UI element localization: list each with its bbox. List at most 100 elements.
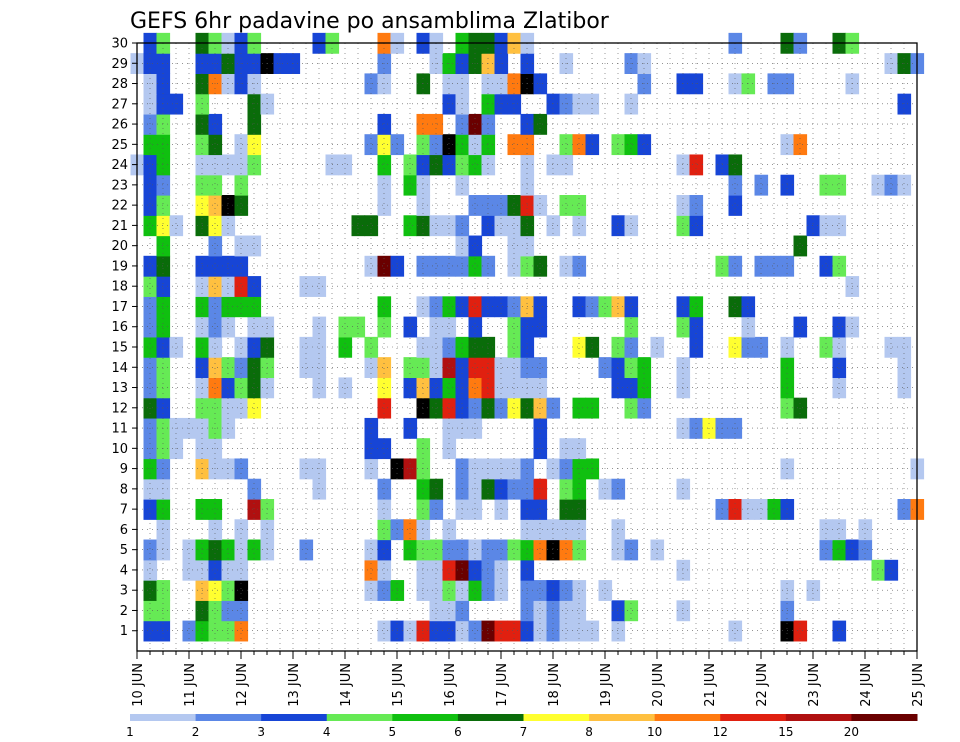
heatmap-cell: [156, 600, 171, 622]
heatmap-cell: [377, 539, 392, 561]
heatmap-cell: [299, 357, 314, 378]
heatmap-cell: [832, 174, 847, 196]
heatmap-cell: [156, 296, 171, 318]
heatmap-cell: [377, 296, 392, 318]
heatmap-cell: [507, 235, 522, 257]
heatmap-cell: [455, 215, 470, 237]
heatmap-cell: [234, 276, 249, 297]
heatmap-cell: [208, 134, 223, 156]
heatmap-cell: [806, 580, 821, 601]
heatmap-cell: [832, 316, 847, 338]
heatmap-cell: [377, 357, 392, 378]
colorbar-label: 12: [713, 725, 728, 739]
heatmap-cell: [520, 154, 535, 176]
heatmap-cell: [468, 154, 483, 176]
heatmap-cell: [520, 620, 535, 642]
heatmap-cell: [221, 154, 236, 176]
y-tick-label: 25: [111, 138, 128, 153]
y-tick-label: 30: [111, 37, 128, 52]
heatmap-cell: [455, 255, 470, 277]
heatmap-cell: [416, 539, 431, 561]
heatmap-cell: [546, 580, 561, 601]
heatmap-cell: [455, 620, 470, 642]
heatmap-cell: [169, 215, 184, 237]
heatmap-cell: [442, 600, 457, 622]
heatmap-cell: [156, 478, 171, 500]
heatmap-cell: [546, 620, 561, 642]
heatmap-cell: [416, 296, 431, 318]
heatmap-cell: [143, 113, 158, 135]
heatmap-cell: [429, 255, 444, 277]
heatmap-cell: [429, 316, 444, 338]
heatmap-cell: [416, 195, 431, 216]
heatmap-cell: [234, 357, 249, 378]
y-tick-label: 6: [120, 523, 128, 538]
heatmap-cell: [442, 580, 457, 601]
heatmap-cell: [468, 296, 483, 318]
heatmap-cell: [247, 478, 262, 500]
heatmap-cell: [559, 195, 574, 216]
heatmap-cell: [208, 195, 223, 216]
heatmap-cell: [377, 478, 392, 500]
heatmap-cell: [533, 539, 548, 561]
heatmap-cell: [481, 195, 496, 216]
y-tick-label: 29: [111, 57, 128, 72]
heatmap-cell: [221, 580, 236, 601]
heatmap-cell: [845, 276, 860, 297]
heatmap-cell: [208, 113, 223, 135]
heatmap-cell: [143, 154, 158, 176]
heatmap-cell: [520, 134, 535, 156]
heatmap-cell: [494, 539, 509, 561]
heatmap-cell: [533, 316, 548, 338]
heatmap-cell: [221, 296, 236, 318]
heatmap-cell: [494, 580, 509, 601]
heatmap-cell: [637, 134, 652, 156]
heatmap-cell: [494, 357, 509, 378]
heatmap-cell: [208, 519, 223, 541]
y-tick-label: 4: [120, 563, 128, 578]
heatmap-cell: [234, 377, 249, 399]
heatmap-cell: [416, 174, 431, 196]
heatmap-cell: [520, 377, 535, 399]
heatmap-cell: [481, 478, 496, 500]
heatmap-cell: [156, 195, 171, 216]
heatmap-cell: [429, 559, 444, 581]
heatmap-cell: [234, 519, 249, 541]
heatmap-cell: [533, 580, 548, 601]
heatmap-cell: [520, 195, 535, 216]
heatmap-cell: [429, 357, 444, 378]
colorbar-label: 6: [454, 725, 462, 739]
heatmap-cell: [780, 255, 795, 277]
heatmap-cell: [455, 559, 470, 581]
heatmap-cell: [143, 255, 158, 277]
heatmap-cell: [247, 276, 262, 297]
heatmap-cell: [247, 316, 262, 338]
heatmap-cell: [533, 113, 548, 135]
heatmap-cell: [780, 377, 795, 399]
heatmap-cell: [143, 377, 158, 399]
heatmap-cell: [364, 336, 379, 358]
heatmap-cell: [169, 336, 184, 358]
heatmap-cell: [442, 377, 457, 399]
heatmap-cell: [507, 255, 522, 277]
y-tick-label: 7: [120, 503, 128, 518]
heatmap-cell: [468, 113, 483, 135]
heatmap-cell: [611, 215, 626, 237]
heatmap-cell: [624, 336, 639, 358]
heatmap-cell: [403, 215, 418, 237]
x-tick-label: 21 JUN: [703, 663, 718, 707]
heatmap-cell: [806, 215, 821, 237]
heatmap-cell: [364, 580, 379, 601]
heatmap-cell: [624, 134, 639, 156]
y-tick-label: 20: [111, 239, 128, 254]
heatmap-cell: [429, 113, 444, 135]
heatmap-cell: [559, 519, 574, 541]
heatmap-cell: [793, 235, 808, 257]
chart-title: GEFS 6hr padavine po ansamblima Zlatibor: [130, 9, 610, 34]
y-tick-label: 22: [111, 199, 128, 214]
heatmap-cell: [143, 539, 158, 561]
heatmap-cell: [819, 255, 834, 277]
heatmap-cell: [156, 93, 171, 115]
heatmap-cell: [832, 519, 847, 541]
heatmap-cell: [468, 620, 483, 642]
